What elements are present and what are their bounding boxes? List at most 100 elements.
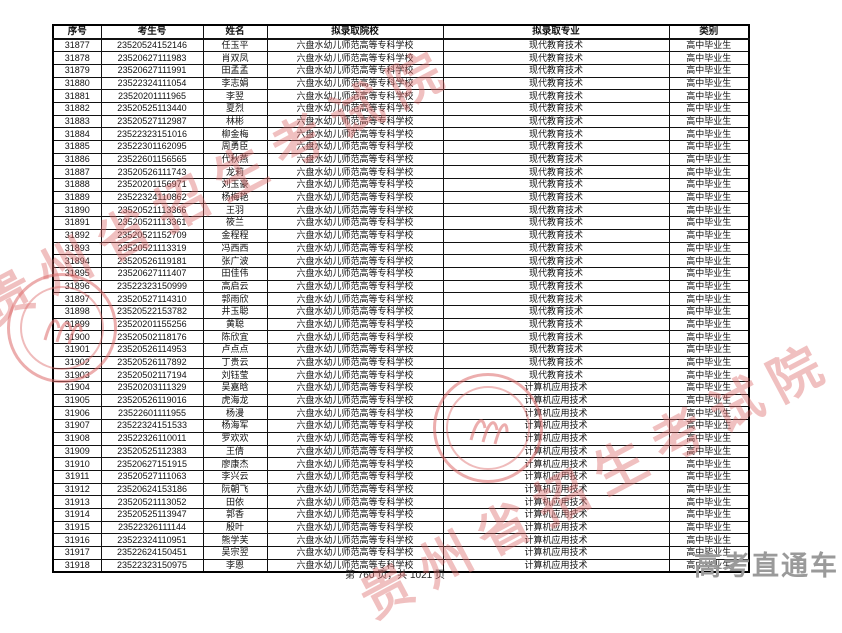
cell-school: 六盘水幼儿师范高等专科学校 [266, 368, 444, 383]
header-candidate-no: 考生号 [100, 24, 204, 40]
cell-category: 高中毕业生 [668, 266, 750, 281]
cell-school: 六盘水幼儿师范高等专科学校 [266, 165, 444, 180]
table-row: 31910 23520627151915 廖康杰 六盘水幼儿师范高等专科学校 计算机应用… [52, 457, 750, 471]
table-row: 31899 23520201155256 黄聪 六盘水幼儿师范高等专科学校 现代教育技术… [52, 317, 750, 332]
cell-name: 高启云 [202, 279, 268, 294]
cell-name: 丁贵云 [202, 355, 268, 370]
table-row: 31902 23520526117892 丁贵云 六盘水幼儿师范高等专科学校 现代教育技… [52, 355, 750, 370]
cell-school: 六盘水幼儿师范高等专科学校 [266, 279, 444, 294]
cell-serial: 31904 [52, 381, 102, 395]
cell-candidate-no: 23520525113440 [100, 101, 204, 116]
cell-major: 计算机应用技术 [442, 469, 670, 484]
cell-category: 高中毕业生 [668, 216, 750, 230]
cell-major: 计算机应用技术 [442, 495, 670, 509]
cell-school: 六盘水幼儿师范高等专科学校 [266, 292, 444, 306]
table-row: 31908 23522326110011 罗欢欢 六盘水幼儿师范高等专科学校 计算机应用… [52, 431, 750, 446]
cell-school: 六盘水幼儿师范高等专科学校 [266, 431, 444, 446]
cell-serial: 31886 [52, 152, 102, 167]
cell-school: 六盘水幼儿师范高等专科学校 [266, 152, 444, 167]
cell-school: 六盘水幼儿师范高等专科学校 [266, 254, 444, 268]
cell-name: 任玉平 [202, 38, 268, 53]
table-row: 31918 23522323150975 李恩 六盘水幼儿师范高等专科学校 计算机应用技… [52, 558, 750, 573]
cell-school: 六盘水幼儿师范高等专科学校 [266, 546, 444, 560]
cell-school: 六盘水幼儿师范高等专科学校 [266, 419, 444, 433]
cell-major: 现代教育技术 [442, 266, 670, 281]
cell-candidate-no: 23522326111144 [100, 520, 204, 535]
cell-category: 高中毕业生 [668, 330, 750, 344]
cell-major: 计算机应用技术 [442, 457, 670, 471]
cell-school: 六盘水幼儿师范高等专科学校 [266, 304, 444, 319]
cell-school: 六盘水幼儿师范高等专科学校 [266, 114, 444, 129]
cell-school: 六盘水幼儿师范高等专科学校 [266, 127, 444, 141]
cell-serial: 31911 [52, 469, 102, 484]
cell-category: 高中毕业生 [668, 444, 750, 459]
cell-major: 现代教育技术 [442, 330, 670, 344]
cell-school: 六盘水幼儿师范高等专科学校 [266, 203, 444, 218]
cell-major: 现代教育技术 [442, 114, 670, 129]
cell-candidate-no: 23520521113366 [100, 203, 204, 218]
cell-school: 六盘水幼儿师范高等专科学校 [266, 482, 444, 497]
cell-candidate-no: 23520201156971 [100, 178, 204, 192]
cell-major: 现代教育技术 [442, 165, 670, 180]
cell-school: 六盘水幼儿师范高等专科学校 [266, 140, 444, 154]
admission-results-table: 序号 考生号 姓名 拟录取院校 拟录取专业 类别 31877 2352052415… [52, 24, 750, 573]
cell-name: 虎海龙 [202, 393, 268, 408]
cell-candidate-no: 23520521113319 [100, 241, 204, 256]
cell-major: 现代教育技术 [442, 38, 670, 53]
cell-school: 六盘水幼儿师范高等专科学校 [266, 406, 444, 421]
cell-serial: 31892 [52, 228, 102, 243]
cell-school: 六盘水幼儿师范高等专科学校 [266, 343, 444, 357]
cell-major: 现代教育技术 [442, 355, 670, 370]
cell-category: 高中毕业生 [668, 292, 750, 306]
cell-major: 现代教育技术 [442, 51, 670, 65]
cell-category: 高中毕业生 [668, 152, 750, 167]
cell-candidate-no: 23520502118176 [100, 330, 204, 344]
cell-major: 现代教育技术 [442, 203, 670, 218]
cell-school: 六盘水幼儿师范高等专科学校 [266, 101, 444, 116]
cell-candidate-no: 23522324110951 [100, 533, 204, 547]
cell-candidate-no: 23520201155256 [100, 317, 204, 332]
cell-category: 高中毕业生 [668, 190, 750, 205]
table-row: 31900 23520502118176 陈欣宜 六盘水幼儿师范高等专科学校 现代教育技… [52, 330, 750, 344]
cell-serial: 31889 [52, 190, 102, 205]
cell-candidate-no: 23520521152709 [100, 228, 204, 243]
table-row: 31885 23522301162095 周勇臣 六盘水幼儿师范高等专科学校 现代教育技… [52, 140, 750, 154]
cell-name: 筱兰 [202, 216, 268, 230]
cell-serial: 31893 [52, 241, 102, 256]
cell-serial: 31895 [52, 266, 102, 281]
cell-candidate-no: 23520521113361 [100, 216, 204, 230]
cell-major: 计算机应用技术 [442, 482, 670, 497]
cell-major: 现代教育技术 [442, 152, 670, 167]
table-row: 31894 23520526119181 张广波 六盘水幼儿师范高等专科学校 现代教育技… [52, 254, 750, 268]
cell-category: 高中毕业生 [668, 558, 750, 573]
cell-candidate-no: 23520627111983 [100, 51, 204, 65]
cell-serial: 31880 [52, 76, 102, 91]
cell-category: 高中毕业生 [668, 304, 750, 319]
cell-serial: 31890 [52, 203, 102, 218]
cell-category: 高中毕业生 [668, 127, 750, 141]
cell-category: 高中毕业生 [668, 241, 750, 256]
cell-candidate-no: 23522323151016 [100, 127, 204, 141]
cell-candidate-no: 23520527112987 [100, 114, 204, 129]
cell-school: 六盘水幼儿师范高等专科学校 [266, 533, 444, 547]
cell-category: 高中毕业生 [668, 431, 750, 446]
table-row: 31907 23522324151533 杨海军 六盘水幼儿师范高等专科学校 计算机应用… [52, 419, 750, 433]
table-row: 31877 23520524152146 任玉平 六盘水幼儿师范高等专科学校 现代教育技… [52, 38, 750, 53]
cell-major: 现代教育技术 [442, 216, 670, 230]
cell-category: 高中毕业生 [668, 228, 750, 243]
cell-major: 现代教育技术 [442, 304, 670, 319]
cell-serial: 31916 [52, 533, 102, 547]
cell-category: 高中毕业生 [668, 533, 750, 547]
cell-school: 六盘水幼儿师范高等专科学校 [266, 330, 444, 344]
cell-serial: 31917 [52, 546, 102, 560]
cell-serial: 31912 [52, 482, 102, 497]
cell-major: 计算机应用技术 [442, 393, 670, 408]
cell-category: 高中毕业生 [668, 419, 750, 433]
table-row: 31898 23520522153782 井玉聪 六盘水幼儿师范高等专科学校 现代教育技… [52, 304, 750, 319]
cell-serial: 31888 [52, 178, 102, 192]
cell-major: 现代教育技术 [442, 292, 670, 306]
cell-major: 现代教育技术 [442, 368, 670, 383]
cell-candidate-no: 23522601111955 [100, 406, 204, 421]
cell-serial: 31914 [52, 507, 102, 522]
cell-name: 李志娟 [202, 76, 268, 91]
